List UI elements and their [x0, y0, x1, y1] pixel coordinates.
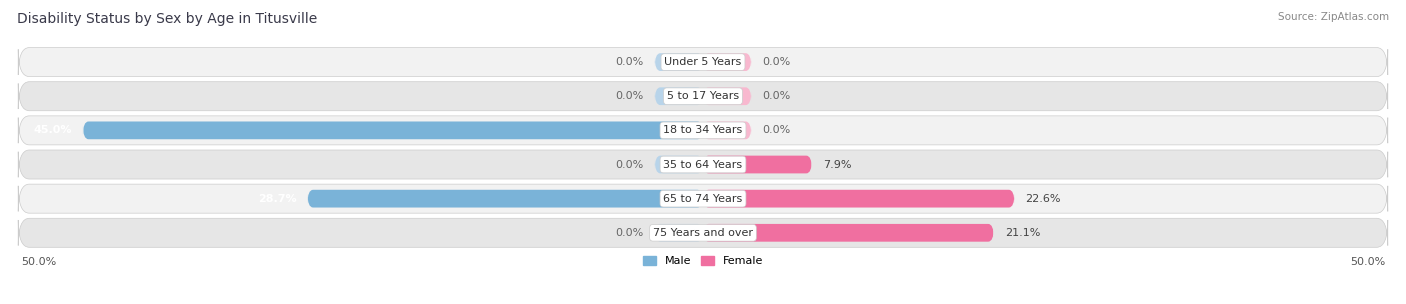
- Text: 45.0%: 45.0%: [34, 125, 72, 135]
- Text: 0.0%: 0.0%: [762, 57, 790, 67]
- Text: 50.0%: 50.0%: [1350, 257, 1385, 268]
- FancyBboxPatch shape: [18, 48, 1388, 77]
- Text: 7.9%: 7.9%: [823, 160, 852, 170]
- Text: 65 to 74 Years: 65 to 74 Years: [664, 194, 742, 204]
- FancyBboxPatch shape: [655, 156, 703, 173]
- Text: Disability Status by Sex by Age in Titusville: Disability Status by Sex by Age in Titus…: [17, 12, 318, 26]
- FancyBboxPatch shape: [703, 190, 1014, 208]
- FancyBboxPatch shape: [18, 184, 1388, 213]
- FancyBboxPatch shape: [18, 218, 1388, 247]
- FancyBboxPatch shape: [703, 53, 751, 71]
- Text: 0.0%: 0.0%: [616, 228, 644, 238]
- FancyBboxPatch shape: [18, 150, 1388, 179]
- FancyBboxPatch shape: [703, 156, 811, 173]
- FancyBboxPatch shape: [18, 82, 1388, 111]
- Text: 0.0%: 0.0%: [616, 160, 644, 170]
- Text: 0.0%: 0.0%: [762, 125, 790, 135]
- FancyBboxPatch shape: [83, 122, 703, 139]
- Text: 5 to 17 Years: 5 to 17 Years: [666, 91, 740, 101]
- FancyBboxPatch shape: [703, 122, 751, 139]
- FancyBboxPatch shape: [18, 116, 1388, 145]
- FancyBboxPatch shape: [655, 53, 703, 71]
- FancyBboxPatch shape: [703, 224, 994, 242]
- Text: 0.0%: 0.0%: [616, 57, 644, 67]
- FancyBboxPatch shape: [655, 87, 703, 105]
- Text: 0.0%: 0.0%: [616, 91, 644, 101]
- Legend: Male, Female: Male, Female: [638, 252, 768, 271]
- Text: Under 5 Years: Under 5 Years: [665, 57, 741, 67]
- Text: 50.0%: 50.0%: [21, 257, 56, 268]
- Text: 75 Years and over: 75 Years and over: [652, 228, 754, 238]
- Text: Source: ZipAtlas.com: Source: ZipAtlas.com: [1278, 12, 1389, 22]
- Text: 22.6%: 22.6%: [1025, 194, 1062, 204]
- Text: 0.0%: 0.0%: [762, 91, 790, 101]
- FancyBboxPatch shape: [655, 224, 703, 242]
- FancyBboxPatch shape: [308, 190, 703, 208]
- Text: 35 to 64 Years: 35 to 64 Years: [664, 160, 742, 170]
- FancyBboxPatch shape: [703, 87, 751, 105]
- Text: 28.7%: 28.7%: [257, 194, 297, 204]
- Text: 18 to 34 Years: 18 to 34 Years: [664, 125, 742, 135]
- Text: 21.1%: 21.1%: [1005, 228, 1040, 238]
